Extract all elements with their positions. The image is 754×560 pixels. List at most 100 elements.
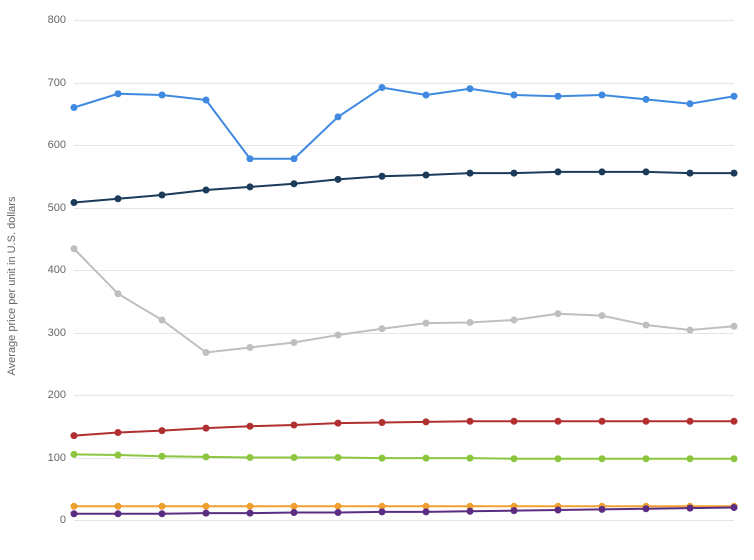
data-point bbox=[159, 453, 166, 460]
data-point bbox=[423, 172, 430, 179]
data-point bbox=[731, 93, 738, 100]
data-point bbox=[643, 418, 650, 425]
data-point bbox=[467, 85, 474, 92]
data-point bbox=[71, 104, 78, 111]
data-point bbox=[335, 332, 342, 339]
data-point bbox=[247, 510, 254, 517]
data-point bbox=[379, 173, 386, 180]
data-point bbox=[643, 455, 650, 462]
data-point bbox=[731, 455, 738, 462]
data-point bbox=[731, 504, 738, 511]
data-point bbox=[291, 454, 298, 461]
data-point bbox=[379, 419, 386, 426]
data-point bbox=[159, 192, 166, 199]
data-point bbox=[599, 418, 606, 425]
data-point bbox=[203, 503, 210, 510]
data-point bbox=[247, 155, 254, 162]
data-point bbox=[115, 90, 122, 97]
data-point bbox=[379, 84, 386, 91]
data-point bbox=[731, 323, 738, 330]
data-point bbox=[423, 418, 430, 425]
data-point bbox=[379, 455, 386, 462]
data-point bbox=[555, 507, 562, 514]
data-point bbox=[335, 420, 342, 427]
y-axis-label: Average price per unit in U.S. dollars bbox=[6, 197, 18, 376]
data-point bbox=[247, 344, 254, 351]
data-point bbox=[247, 183, 254, 190]
data-point bbox=[423, 455, 430, 462]
data-point bbox=[643, 96, 650, 103]
data-point bbox=[247, 503, 254, 510]
data-point bbox=[555, 455, 562, 462]
data-point bbox=[335, 509, 342, 516]
series-line bbox=[74, 454, 734, 458]
y-tick-label: 400 bbox=[48, 264, 66, 276]
data-point bbox=[599, 455, 606, 462]
data-point bbox=[555, 310, 562, 317]
data-point bbox=[599, 312, 606, 319]
data-point bbox=[511, 170, 518, 177]
data-point bbox=[203, 97, 210, 104]
data-point bbox=[291, 422, 298, 429]
data-point bbox=[291, 180, 298, 187]
data-point bbox=[115, 195, 122, 202]
data-point bbox=[115, 510, 122, 517]
data-point bbox=[71, 245, 78, 252]
data-point bbox=[115, 503, 122, 510]
data-point bbox=[159, 503, 166, 510]
data-point bbox=[643, 505, 650, 512]
data-point bbox=[291, 155, 298, 162]
data-point bbox=[335, 176, 342, 183]
data-point bbox=[467, 455, 474, 462]
y-tick-label: 700 bbox=[48, 77, 66, 89]
data-point bbox=[467, 170, 474, 177]
y-tick-label: 200 bbox=[48, 389, 66, 401]
data-point bbox=[203, 453, 210, 460]
data-point bbox=[247, 423, 254, 430]
data-point bbox=[511, 418, 518, 425]
data-point bbox=[687, 505, 694, 512]
data-point bbox=[731, 170, 738, 177]
chart-lines bbox=[74, 20, 734, 520]
data-point bbox=[335, 113, 342, 120]
data-point bbox=[203, 349, 210, 356]
data-point bbox=[159, 92, 166, 99]
data-point bbox=[203, 510, 210, 517]
data-point bbox=[687, 327, 694, 334]
data-point bbox=[203, 187, 210, 194]
data-point bbox=[379, 325, 386, 332]
series-line bbox=[74, 88, 734, 159]
data-point bbox=[291, 339, 298, 346]
data-point bbox=[71, 510, 78, 517]
data-point bbox=[335, 454, 342, 461]
data-point bbox=[423, 320, 430, 327]
y-tick-label: 100 bbox=[48, 452, 66, 464]
data-point bbox=[643, 168, 650, 175]
data-point bbox=[467, 418, 474, 425]
data-point bbox=[379, 508, 386, 515]
data-point bbox=[467, 508, 474, 515]
data-point bbox=[599, 92, 606, 99]
data-point bbox=[71, 451, 78, 458]
series-line bbox=[74, 172, 734, 203]
data-point bbox=[687, 455, 694, 462]
data-point bbox=[687, 170, 694, 177]
data-point bbox=[159, 510, 166, 517]
data-point bbox=[115, 429, 122, 436]
data-point bbox=[599, 168, 606, 175]
data-point bbox=[467, 319, 474, 326]
data-point bbox=[291, 509, 298, 516]
data-point bbox=[555, 93, 562, 100]
data-point bbox=[511, 455, 518, 462]
y-tick-label: 500 bbox=[48, 202, 66, 214]
data-point bbox=[203, 425, 210, 432]
data-point bbox=[115, 290, 122, 297]
y-tick-label: 800 bbox=[48, 14, 66, 26]
data-point bbox=[291, 503, 298, 510]
data-point bbox=[511, 507, 518, 514]
data-point bbox=[335, 503, 342, 510]
data-point bbox=[643, 322, 650, 329]
data-point bbox=[555, 168, 562, 175]
data-point bbox=[423, 92, 430, 99]
series-line bbox=[74, 421, 734, 435]
